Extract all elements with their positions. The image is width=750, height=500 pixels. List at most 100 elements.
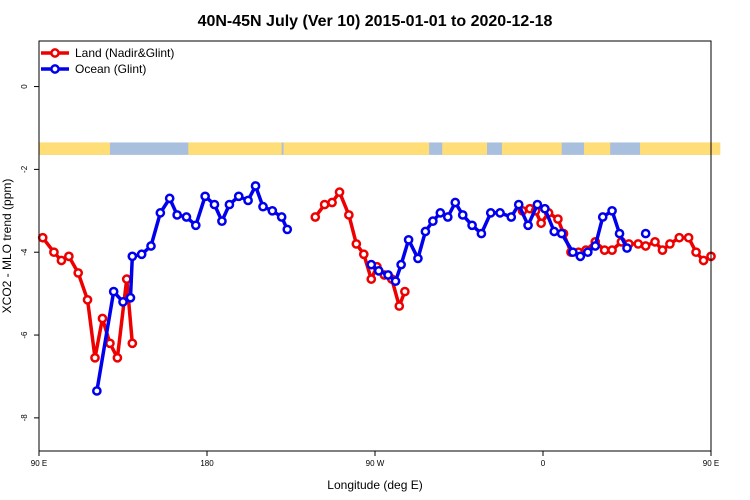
data-point bbox=[428, 216, 438, 227]
data-point bbox=[665, 239, 675, 249]
data-point bbox=[319, 199, 330, 210]
strip-land bbox=[283, 142, 430, 155]
strip-land bbox=[83, 142, 110, 155]
data-point bbox=[82, 294, 93, 305]
data-point bbox=[540, 203, 550, 214]
y-axis: 0 -2 -4 -6 -8 bbox=[20, 41, 40, 451]
data-point bbox=[344, 210, 354, 220]
strip-land bbox=[442, 142, 487, 155]
data-point bbox=[97, 313, 108, 324]
data-point bbox=[396, 259, 406, 270]
data-point bbox=[366, 259, 377, 270]
data-point bbox=[549, 226, 560, 237]
data-point bbox=[164, 193, 175, 204]
data-point bbox=[172, 210, 182, 220]
data-point bbox=[282, 224, 293, 235]
data-point bbox=[200, 191, 210, 202]
y-tick-label: -8 bbox=[20, 414, 29, 422]
y-tick-label: -4 bbox=[20, 248, 29, 256]
data-point bbox=[276, 212, 287, 222]
data-point bbox=[217, 216, 227, 227]
data-point bbox=[683, 232, 694, 243]
data-point bbox=[614, 228, 625, 239]
y-tick-label: 0 bbox=[20, 84, 29, 89]
data-point bbox=[136, 249, 147, 260]
data-point bbox=[108, 286, 119, 297]
data-point bbox=[506, 212, 517, 222]
strip-land bbox=[501, 142, 562, 155]
data-point bbox=[457, 210, 468, 220]
data-point bbox=[674, 232, 685, 243]
data-point bbox=[37, 232, 48, 243]
data-point bbox=[383, 270, 393, 280]
data-point bbox=[582, 247, 593, 258]
data-point bbox=[267, 205, 278, 216]
data-point bbox=[209, 199, 220, 210]
land-ocean-strip bbox=[39, 142, 721, 155]
data-point bbox=[450, 197, 461, 208]
data-point bbox=[233, 191, 244, 202]
data-point bbox=[568, 247, 578, 258]
data-point bbox=[105, 338, 115, 349]
data-point bbox=[413, 253, 423, 264]
legend-marker bbox=[50, 64, 60, 74]
x-tick-label: 90 E bbox=[703, 459, 719, 468]
data-point bbox=[420, 226, 431, 237]
data-point bbox=[92, 386, 102, 396]
series-line bbox=[313, 190, 407, 308]
series-ocean bbox=[92, 181, 651, 396]
data-point bbox=[73, 268, 84, 278]
strip-land bbox=[584, 142, 611, 155]
data-point bbox=[467, 220, 477, 231]
x-tick-label: 0 bbox=[541, 459, 546, 468]
data-point bbox=[358, 249, 369, 260]
data-point bbox=[553, 214, 563, 224]
data-point bbox=[607, 205, 617, 216]
data-point bbox=[532, 199, 543, 210]
data-point bbox=[224, 199, 235, 210]
data-point bbox=[56, 255, 67, 266]
data-point bbox=[575, 251, 586, 262]
data-point bbox=[121, 274, 132, 284]
legend-item: Land (Nadir&Glint) bbox=[41, 46, 174, 60]
x-axis: 90 E 180 90 W 0 90 E bbox=[31, 450, 719, 468]
strip-land bbox=[188, 142, 282, 155]
data-point bbox=[373, 265, 384, 276]
strip-land bbox=[39, 142, 92, 155]
data-point bbox=[442, 212, 453, 222]
data-point bbox=[640, 241, 651, 251]
data-point bbox=[400, 286, 410, 297]
data-point bbox=[495, 208, 505, 218]
x-tick-label: 90 E bbox=[31, 459, 47, 468]
data-point bbox=[327, 197, 337, 208]
data-point bbox=[127, 338, 138, 349]
y-tick-label: -6 bbox=[20, 331, 29, 339]
data-point bbox=[112, 352, 123, 363]
data-point bbox=[597, 212, 608, 222]
legend-label: Land (Nadir&Glint) bbox=[75, 46, 174, 60]
data-point bbox=[435, 208, 446, 218]
data-point bbox=[258, 201, 268, 212]
data-point bbox=[599, 245, 610, 255]
y-tick-label: -2 bbox=[20, 165, 29, 173]
data-point bbox=[476, 228, 487, 239]
data-point bbox=[657, 245, 668, 255]
data-point bbox=[622, 243, 632, 253]
data-point bbox=[485, 208, 496, 218]
data-point bbox=[190, 220, 201, 231]
data-point bbox=[334, 187, 345, 198]
data-point bbox=[390, 276, 401, 287]
data-point bbox=[640, 228, 651, 239]
data-point bbox=[366, 274, 377, 284]
data-point bbox=[118, 297, 128, 307]
data-point bbox=[403, 234, 414, 245]
data-point bbox=[243, 195, 253, 206]
legend-label: Ocean (Glint) bbox=[75, 62, 146, 76]
series-layer bbox=[37, 181, 716, 396]
data-point bbox=[351, 239, 362, 249]
x-axis-label: Longitude (deg E) bbox=[327, 478, 422, 492]
x-tick-label: 180 bbox=[200, 459, 214, 468]
data-point bbox=[590, 241, 601, 251]
data-point bbox=[523, 220, 533, 231]
